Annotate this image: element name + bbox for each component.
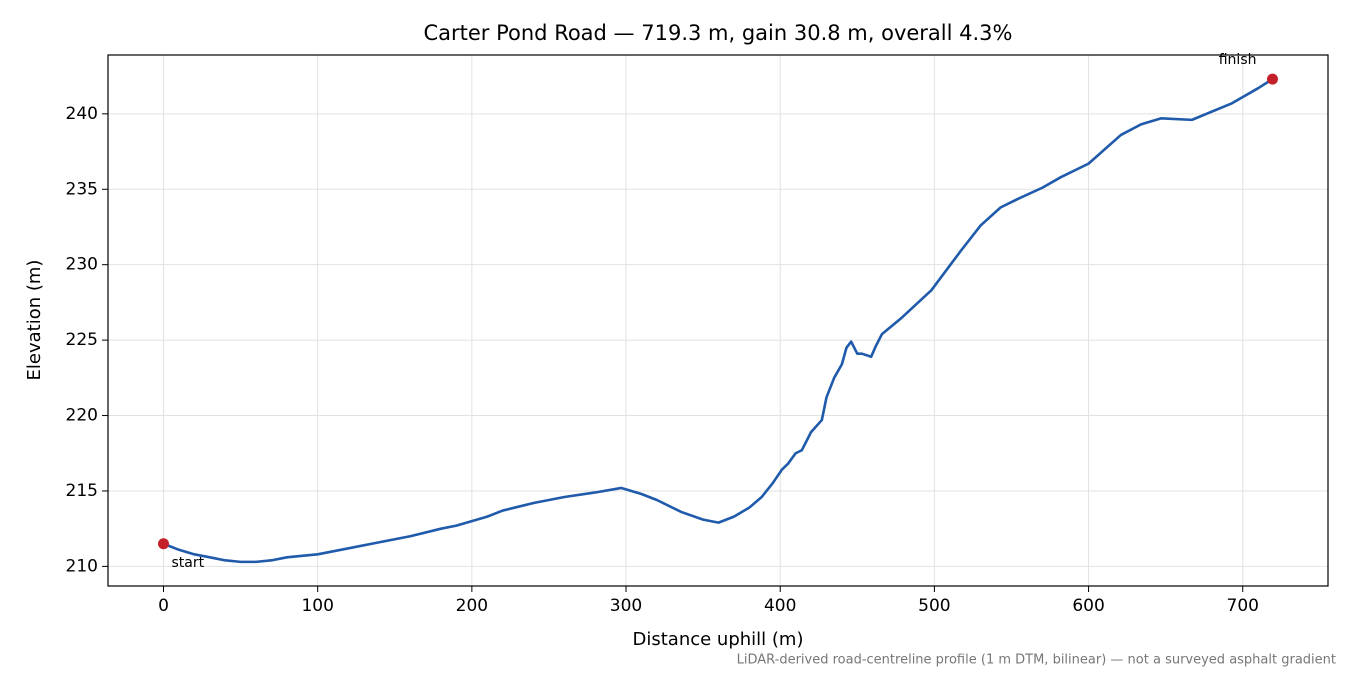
start-marker bbox=[158, 538, 170, 550]
y-tick-label: 215 bbox=[66, 481, 98, 501]
x-axis-label: Distance uphill (m) bbox=[633, 629, 804, 650]
footnote: LiDAR-derived road-centreline profile (1… bbox=[737, 653, 1336, 668]
start-label: start bbox=[172, 555, 205, 571]
y-axis-label: Elevation (m) bbox=[24, 260, 45, 381]
x-tick-label: 300 bbox=[610, 596, 642, 616]
x-tick-label: 400 bbox=[764, 596, 796, 616]
y-tick-label: 225 bbox=[66, 330, 98, 350]
y-tick-label: 210 bbox=[66, 556, 98, 576]
y-tick-label: 240 bbox=[66, 104, 98, 124]
y-tick-label: 230 bbox=[66, 255, 98, 275]
elevation-line bbox=[163, 78, 1274, 564]
x-tick-label: 200 bbox=[456, 596, 488, 616]
x-tick-label: 0 bbox=[158, 596, 169, 616]
plot-frame bbox=[107, 54, 1329, 587]
y-tick-label: 235 bbox=[66, 179, 98, 199]
x-tick-label: 100 bbox=[301, 596, 333, 616]
x-tick-label: 600 bbox=[1072, 596, 1104, 616]
chart-title: Carter Pond Road — 719.3 m, gain 30.8 m,… bbox=[423, 21, 1012, 45]
y-tick-label: 220 bbox=[66, 406, 98, 426]
x-tick-label: 500 bbox=[918, 596, 950, 616]
x-tick-label: 700 bbox=[1227, 596, 1259, 616]
finish-marker bbox=[1266, 73, 1278, 85]
finish-label: finish bbox=[1219, 52, 1257, 68]
